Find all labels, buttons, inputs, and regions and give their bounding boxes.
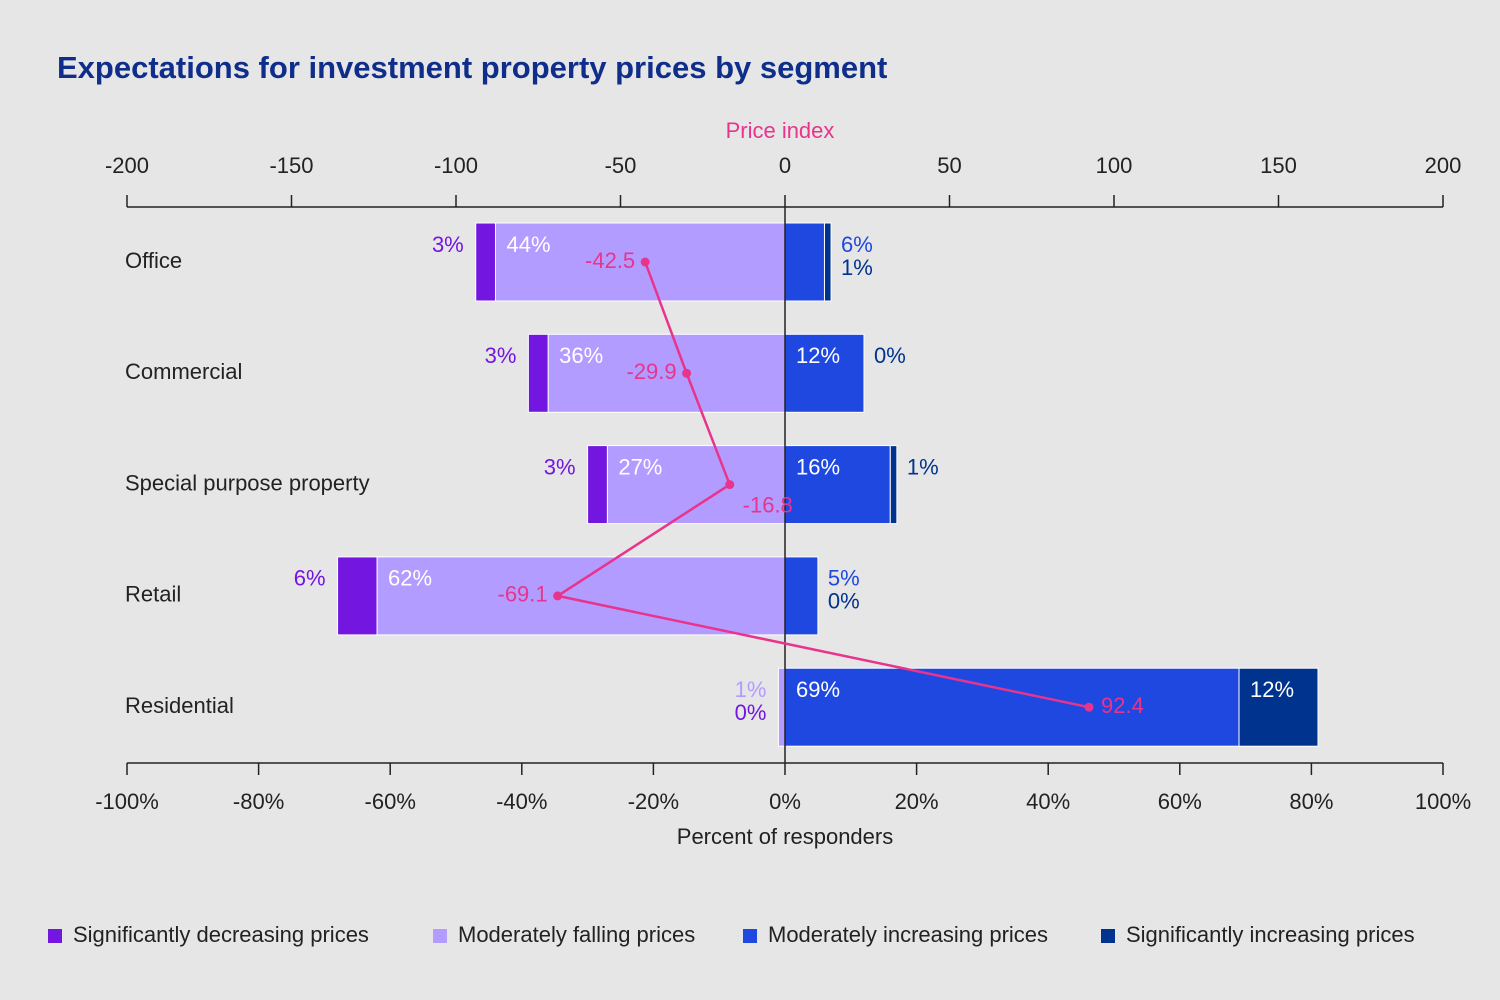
legend-label: Moderately falling prices: [458, 922, 695, 947]
x2-tick-label: 150: [1260, 153, 1297, 178]
bar-segment: [784, 333, 865, 413]
data-label: 69%: [796, 677, 840, 702]
data-label: 44%: [506, 232, 550, 257]
x2-axis-label: Price index: [726, 118, 835, 143]
data-label: 3%: [432, 232, 464, 257]
bar-segment: [527, 333, 549, 413]
bar-segment: [337, 556, 378, 636]
price-index-point: [682, 368, 692, 378]
price-index-point: [725, 480, 735, 490]
legend-label: Significantly decreasing prices: [73, 922, 369, 947]
category-label: Special purpose property: [125, 470, 370, 495]
bar-segment: [606, 445, 786, 525]
x2-tick-label: 200: [1425, 153, 1462, 178]
data-label: 0%: [735, 700, 767, 725]
price-index-point: [640, 257, 650, 267]
bar-segment: [889, 445, 898, 525]
x2-tick-label: -50: [605, 153, 637, 178]
bar-segment: [823, 222, 832, 302]
x-tick-label: -20%: [628, 789, 679, 814]
price-index-label: -69.1: [498, 582, 548, 607]
bar-segment: [475, 222, 496, 302]
data-label: 0%: [828, 589, 860, 614]
chart-title: Expectations for investment property pri…: [57, 50, 887, 85]
legend-label: Moderately increasing prices: [768, 922, 1048, 947]
data-label: 1%: [841, 255, 873, 280]
price-index-label: -16.8: [743, 492, 793, 517]
price-index-point: [553, 591, 563, 601]
x-tick-label: -100%: [95, 789, 159, 814]
x-tick-label: 40%: [1026, 789, 1070, 814]
bar-segment: [777, 667, 786, 747]
category-label: Retail: [125, 582, 181, 607]
x-tick-label: 60%: [1158, 789, 1202, 814]
data-label: 62%: [388, 566, 432, 591]
x-tick-label: 20%: [895, 789, 939, 814]
x-axis-label: Percent of responders: [677, 824, 893, 849]
bar-segment: [784, 556, 819, 636]
bar-segment: [494, 222, 786, 302]
data-label: 36%: [559, 343, 603, 368]
category-label: Commercial: [125, 359, 242, 384]
x-tick-label: 0%: [769, 789, 801, 814]
data-label: 12%: [1250, 677, 1294, 702]
x-tick-label: -60%: [365, 789, 416, 814]
x2-tick-label: -150: [269, 153, 313, 178]
bar-segment: [784, 667, 1240, 747]
price-index-label: 92.4: [1101, 693, 1144, 718]
legend-swatch: [1101, 929, 1115, 943]
data-label: 1%: [735, 677, 767, 702]
data-label: 16%: [796, 454, 840, 479]
bar-segment: [784, 445, 891, 525]
data-label: 3%: [544, 454, 576, 479]
data-label: 5%: [828, 566, 860, 591]
x-tick-label: 80%: [1289, 789, 1333, 814]
data-label: 6%: [841, 232, 873, 257]
bar-segment: [547, 333, 786, 413]
data-label: 1%: [907, 454, 939, 479]
x-tick-label: 100%: [1415, 789, 1471, 814]
price-index-label: -29.9: [626, 359, 676, 384]
x-tick-label: -40%: [496, 789, 547, 814]
x2-tick-label: -200: [105, 153, 149, 178]
price-index-point: [1084, 702, 1094, 712]
legend-swatch: [48, 929, 62, 943]
bar-segment: [784, 222, 825, 302]
x2-tick-label: 0: [779, 153, 791, 178]
legend-swatch: [743, 929, 757, 943]
x-tick-label: -80%: [233, 789, 284, 814]
data-label: 3%: [485, 343, 517, 368]
x2-tick-label: -100: [434, 153, 478, 178]
legend-label: Significantly increasing prices: [1126, 922, 1415, 947]
x2-tick-label: 50: [937, 153, 961, 178]
bar-segment: [1238, 667, 1319, 747]
data-label: 0%: [874, 343, 906, 368]
price-index-label: -42.5: [585, 248, 635, 273]
x2-tick-label: 100: [1096, 153, 1133, 178]
bar-segment: [587, 445, 608, 525]
data-label: 27%: [618, 454, 662, 479]
category-label: Office: [125, 248, 182, 273]
data-label: 12%: [796, 343, 840, 368]
category-label: Residential: [125, 693, 234, 718]
data-label: 6%: [294, 566, 326, 591]
legend-swatch: [433, 929, 447, 943]
bar-segment: [376, 556, 786, 636]
